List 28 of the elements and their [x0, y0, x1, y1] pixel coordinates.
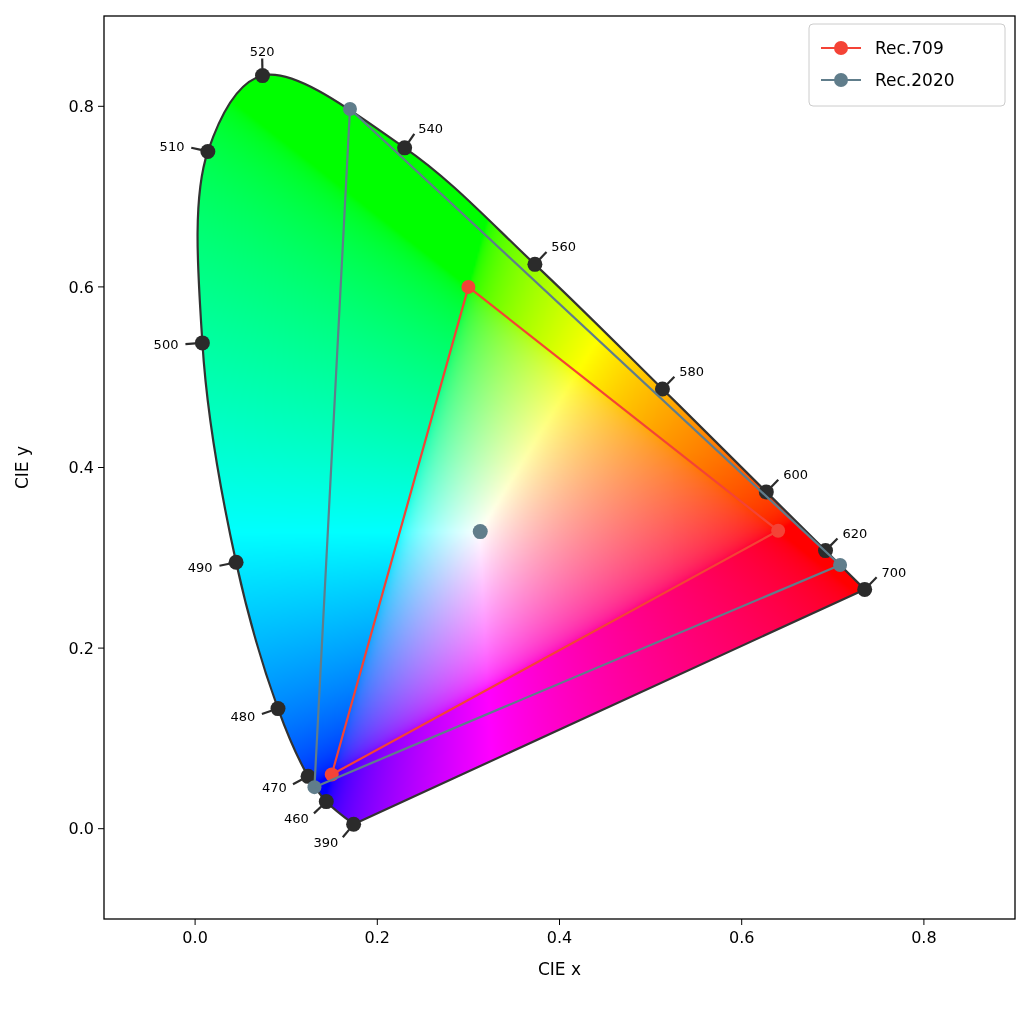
annotation: 470	[261, 779, 287, 795]
annotation: 580	[679, 364, 705, 380]
annotation: 540	[418, 120, 444, 136]
y-tick-label: 0.8	[68, 96, 94, 116]
x-tick-label: 0.6	[728, 928, 755, 947]
x-axis-title: CIE x	[537, 959, 582, 979]
annotation: 510	[159, 138, 185, 154]
annotation: 560	[551, 239, 577, 255]
annotation: 390	[313, 835, 339, 851]
annotation: 460	[284, 810, 309, 826]
annotation: 620	[842, 526, 868, 542]
annotation: 500	[153, 337, 179, 353]
y-tick-label: 0.2	[68, 638, 94, 658]
x-tick-label: 0.8	[911, 928, 937, 947]
legend-label: Rec.709	[875, 37, 944, 58]
x-tick-label: 0.2	[364, 928, 391, 947]
annotation: 600	[783, 467, 809, 483]
legend-label: Rec.2020	[875, 69, 955, 90]
y-tick-label: 0.6	[68, 277, 94, 297]
y-tick-label: 0.4	[68, 458, 94, 478]
x-tick-label: 0.0	[182, 928, 208, 947]
y-tick-label: 0.0	[68, 819, 94, 839]
x-tick-label: 0.4	[546, 928, 573, 947]
annotation: 490	[187, 559, 213, 575]
annotation: 480	[230, 708, 256, 724]
annotation: 520	[249, 44, 275, 60]
y-axis-title: CIE y	[12, 445, 32, 490]
annotation: 700	[881, 564, 907, 580]
